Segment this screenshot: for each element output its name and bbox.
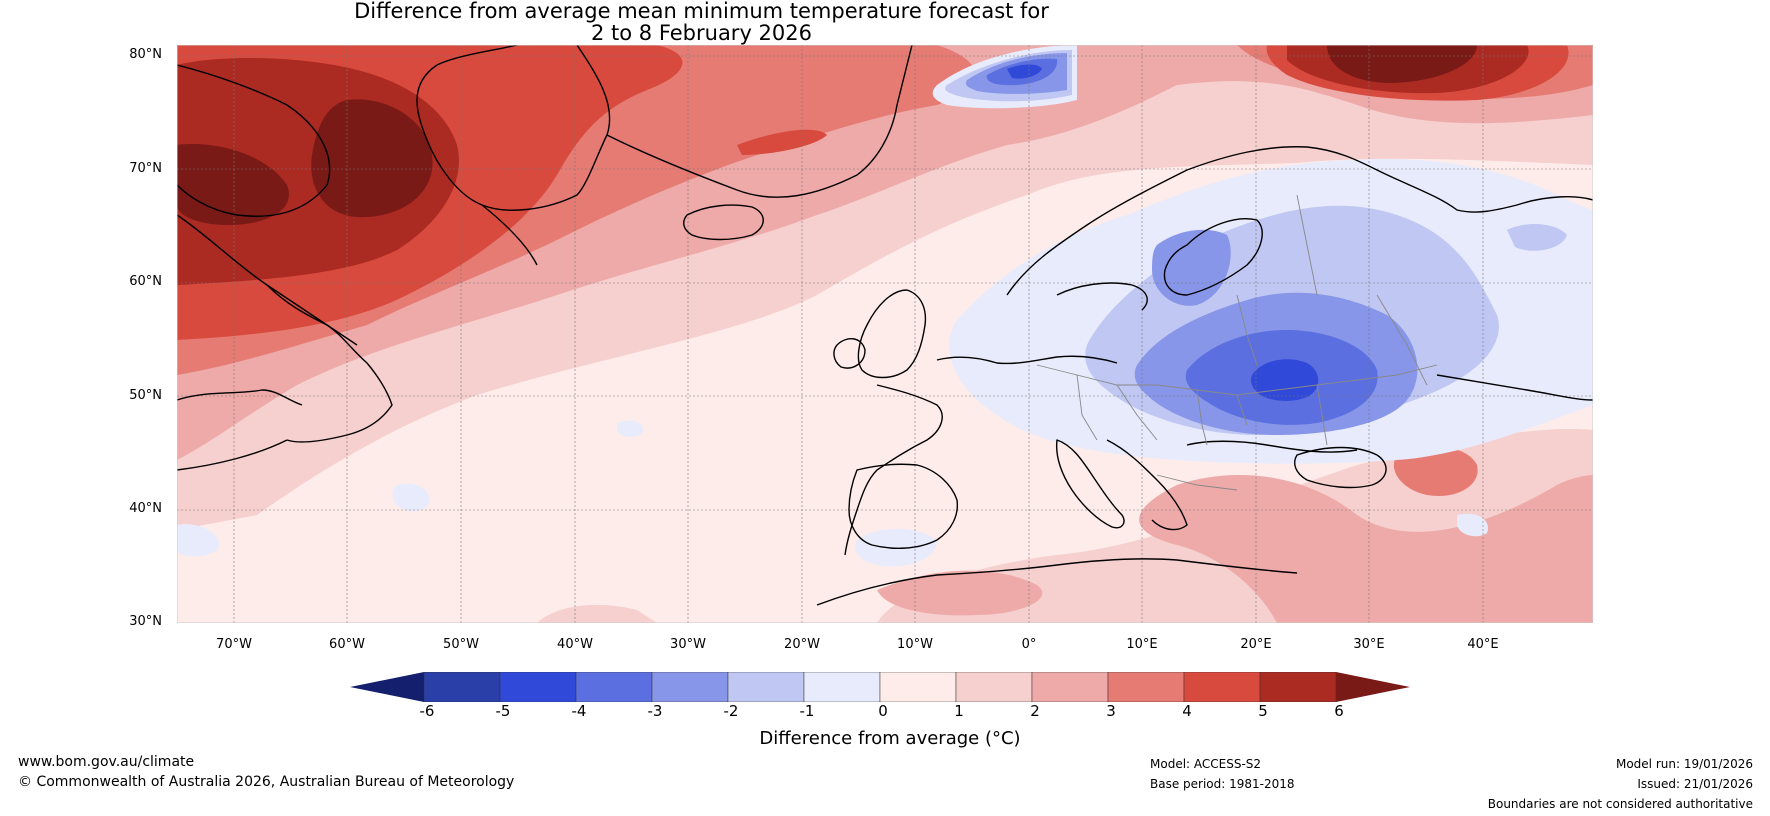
coastlines bbox=[177, 45, 1593, 606]
lon-label-70w: 70°W bbox=[216, 637, 252, 652]
lat-label-40n: 40°N bbox=[129, 501, 162, 516]
lon-label-30w: 30°W bbox=[670, 637, 706, 652]
colorbar-tick-minus1: -1 bbox=[799, 702, 815, 720]
colorbar-tick-1: 1 bbox=[954, 702, 964, 720]
footer-model-run: Model run: 19/01/2026 bbox=[1615, 757, 1753, 771]
footer-disclaimer: Boundaries are not considered authoritat… bbox=[1487, 797, 1753, 811]
colorbar-tick-5: 5 bbox=[1258, 702, 1268, 720]
lat-label-50n: 50°N bbox=[129, 388, 162, 403]
anomaly-zone-minus5-to-minus4 bbox=[1007, 64, 1042, 79]
coastline-iberia bbox=[848, 463, 959, 549]
lon-label-30e: 30°E bbox=[1353, 637, 1385, 652]
lon-label-20w: 20°W bbox=[784, 637, 820, 652]
colorbar-segment bbox=[803, 672, 881, 702]
coastline-labrador bbox=[266, 284, 393, 443]
colorbar-tick-2: 2 bbox=[1030, 702, 1040, 720]
anomaly-zone-minus2-to-minus1 bbox=[1507, 223, 1567, 251]
colorbar-extend-high bbox=[1336, 672, 1410, 702]
anomaly-zone-minus1-to-0 bbox=[177, 524, 219, 557]
chart-title-line1: Difference from average mean minimum tem… bbox=[354, 0, 1049, 23]
colorbar-segment bbox=[727, 672, 805, 702]
coastline-black-sea bbox=[1294, 446, 1387, 489]
lon-label-10e: 10°E bbox=[1126, 637, 1158, 652]
lon-label-20e: 20°E bbox=[1240, 637, 1272, 652]
lon-label-40w: 40°W bbox=[557, 637, 593, 652]
map-graticule bbox=[177, 45, 1593, 623]
anomaly-zone-2-to-3 bbox=[1139, 475, 1593, 623]
footer-model: Model: ACCESS-S2 bbox=[1150, 757, 1262, 771]
footer-copyright: © Commonwealth of Australia 2026, Austra… bbox=[18, 774, 515, 790]
map-frame bbox=[177, 45, 1593, 623]
colorbar-segment bbox=[575, 672, 653, 702]
colorbar-tick-4: 4 bbox=[1182, 702, 1192, 720]
colorbar-tick-0: 0 bbox=[878, 702, 888, 720]
coastline-western-europe bbox=[936, 355, 1118, 365]
colorbar-tick-minus3: -3 bbox=[647, 702, 663, 720]
chart-title-line2: 2 to 8 February 2026 bbox=[590, 21, 812, 45]
lon-label-10w: 10°W bbox=[897, 637, 933, 652]
colorbar-segment bbox=[1183, 672, 1261, 702]
lat-label-70n: 70°N bbox=[129, 161, 162, 176]
coastline-north-africa bbox=[816, 558, 1298, 606]
colorbar-segment bbox=[423, 672, 501, 702]
anomaly-zone-minus5-to-minus4 bbox=[1251, 359, 1319, 401]
footer-website: www.bom.gov.au/climate bbox=[18, 754, 195, 770]
colorbar-extend-low bbox=[350, 672, 424, 702]
anomaly-zone-minus1-to-0 bbox=[617, 420, 643, 437]
anomaly-zone-2-to-3 bbox=[877, 570, 1043, 616]
anomaly-zone-above-6 bbox=[1327, 45, 1477, 83]
country-borders bbox=[1036, 194, 1438, 491]
colorbar-tick-minus5: -5 bbox=[495, 702, 511, 720]
footer-issued: Issued: 21/01/2026 bbox=[1637, 777, 1753, 791]
anomaly-zone-minus1-to-0 bbox=[855, 528, 937, 567]
coastline-italy bbox=[1055, 439, 1125, 529]
colorbar-segment bbox=[955, 672, 1033, 702]
colorbar-tick-minus6: -6 bbox=[419, 702, 435, 720]
lon-label-50w: 50°W bbox=[443, 637, 479, 652]
lon-label-40e: 40°E bbox=[1467, 637, 1499, 652]
colorbar-segment bbox=[1259, 672, 1337, 702]
footer-base-period: Base period: 1981-2018 bbox=[1150, 777, 1295, 791]
colorbar-segment bbox=[879, 672, 957, 702]
anomaly-zone-3-to-4 bbox=[1393, 446, 1478, 496]
colorbar-tick-3: 3 bbox=[1106, 702, 1116, 720]
anomaly-zone-1-to-2 bbox=[537, 604, 657, 623]
coastline-british-isles bbox=[857, 289, 927, 379]
colorbar-segment bbox=[499, 672, 577, 702]
colorbar-tick-minus2: -2 bbox=[723, 702, 739, 720]
anomaly-zone-minus1-to-0 bbox=[1457, 513, 1488, 537]
lat-label-80n: 80°N bbox=[129, 47, 162, 62]
lon-label-0: 0° bbox=[1021, 637, 1037, 652]
lat-label-30n: 30°N bbox=[129, 614, 162, 629]
colorbar-tick-6: 6 bbox=[1334, 702, 1344, 720]
colorbar-segment bbox=[1031, 672, 1109, 702]
colorbar-tick-minus4: -4 bbox=[571, 702, 587, 720]
lon-label-60w: 60°W bbox=[329, 637, 365, 652]
colorbar-segment bbox=[651, 672, 729, 702]
anomaly-zone-above-6 bbox=[311, 99, 433, 218]
colorbar bbox=[350, 672, 1410, 702]
coastline-scandinavia bbox=[1006, 146, 1593, 296]
colorbar-segment bbox=[1107, 672, 1185, 702]
colorbar-title: Difference from average (°C) bbox=[759, 728, 1021, 749]
coastline-balkans bbox=[1106, 439, 1188, 531]
anomaly-zone-4-to-5 bbox=[737, 129, 827, 155]
coastline-iceland bbox=[683, 204, 764, 241]
lat-label-60n: 60°N bbox=[129, 274, 162, 289]
anomaly-zone-minus1-to-0 bbox=[392, 483, 430, 512]
coastline-baffin bbox=[177, 64, 331, 217]
temperature-anomaly-map bbox=[177, 45, 1593, 623]
